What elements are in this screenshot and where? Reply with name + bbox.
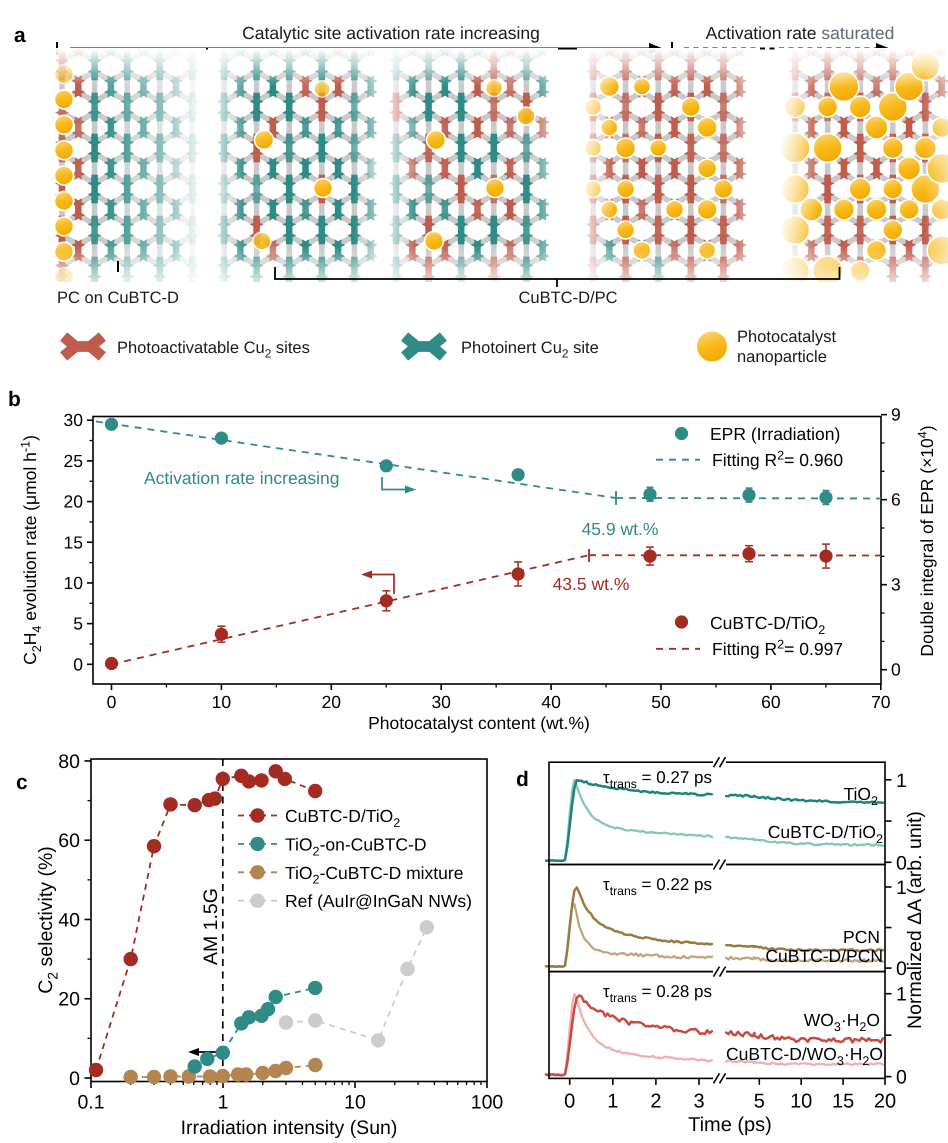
svg-text:1: 1 xyxy=(896,984,907,1006)
svg-text:100: 100 xyxy=(471,1092,504,1114)
svg-text:Activation rate saturated: Activation rate saturated xyxy=(706,23,895,43)
svg-text:10: 10 xyxy=(212,692,232,712)
svg-text:0.1: 0.1 xyxy=(77,1092,104,1114)
svg-text:9: 9 xyxy=(891,405,901,425)
svg-text:1: 1 xyxy=(896,770,907,792)
svg-text:30: 30 xyxy=(431,692,451,712)
svg-text:70: 70 xyxy=(871,692,891,712)
svg-text:b: b xyxy=(8,388,21,411)
svg-text:25: 25 xyxy=(64,451,83,471)
svg-text:30: 30 xyxy=(64,410,84,430)
svg-text:40: 40 xyxy=(58,910,80,932)
svg-text:Double integral of EPR (×104​): Double integral of EPR (×104​) xyxy=(915,425,937,656)
svg-text:CuBTC-D/TiO2​: CuBTC-D/TiO2​ xyxy=(285,806,400,830)
svg-text:15: 15 xyxy=(64,532,83,552)
svg-text:Normalized ΔA (arb. unit): Normalized ΔA (arb. unit) xyxy=(904,811,926,1029)
svg-text:Ref (AuIr@InGaN NWs): Ref (AuIr@InGaN NWs) xyxy=(285,891,472,911)
svg-text:a: a xyxy=(14,24,26,47)
svg-text:EPR (Irradiation): EPR (Irradiation) xyxy=(710,424,840,444)
svg-text:nanoparticle: nanoparticle xyxy=(737,348,827,366)
svg-text:d: d xyxy=(516,768,529,791)
svg-text:15: 15 xyxy=(832,1090,854,1112)
svg-text:3: 3 xyxy=(693,1090,704,1112)
svg-text:1: 1 xyxy=(607,1090,618,1112)
svg-text:10: 10 xyxy=(64,573,84,593)
svg-text:10: 10 xyxy=(344,1092,366,1114)
svg-text:Catalytic site activation rate: Catalytic site activation rate increasin… xyxy=(242,23,540,43)
svg-text:1: 1 xyxy=(218,1092,229,1114)
svg-text:5: 5 xyxy=(754,1090,765,1112)
svg-text:0: 0 xyxy=(896,852,907,874)
svg-text:Photoactivatable Cu2​ sites: Photoactivatable Cu2​ sites xyxy=(117,339,310,361)
svg-text:10: 10 xyxy=(790,1090,812,1112)
svg-text:20: 20 xyxy=(58,989,80,1011)
svg-text:0: 0 xyxy=(107,692,117,712)
svg-text:CuBTC-D/WO3​·H2​O: CuBTC-D/WO3​·H2​O xyxy=(726,1044,883,1068)
svg-text:AM 1.5G: AM 1.5G xyxy=(200,888,222,965)
svg-text:Fitting R2​= 0.997: Fitting R2​= 0.997 xyxy=(712,637,843,659)
svg-text:Time (ps): Time (ps) xyxy=(688,1114,772,1136)
svg-text:Fitting R2​= 0.960: Fitting R2​= 0.960 xyxy=(712,448,843,470)
svg-text:0: 0 xyxy=(896,958,907,980)
svg-text:1: 1 xyxy=(896,877,907,899)
svg-text:TiO2​-on-CuBTC-D: TiO2​-on-CuBTC-D xyxy=(285,834,427,858)
svg-text:0: 0 xyxy=(73,654,83,674)
svg-text:0: 0 xyxy=(69,1068,80,1090)
svg-text:6: 6 xyxy=(891,490,901,510)
svg-text:C2​H4​ evolution rate (μmol h-: C2​H4​ evolution rate (μmol h-1​) xyxy=(18,435,44,665)
svg-text:5: 5 xyxy=(73,614,83,634)
svg-text:0: 0 xyxy=(896,1067,907,1089)
svg-text:40: 40 xyxy=(541,692,561,712)
svg-text:CuBTC-D/PC: CuBTC-D/PC xyxy=(518,289,617,307)
svg-text:TiO2​: TiO2​ xyxy=(843,784,878,808)
svg-text:0: 0 xyxy=(564,1090,575,1112)
svg-text:TiO2​-CuBTC-D mixture: TiO2​-CuBTC-D mixture xyxy=(285,863,463,887)
svg-text:3: 3 xyxy=(891,575,901,595)
svg-text:20: 20 xyxy=(874,1090,896,1112)
svg-text:Photocatalyst content (wt.%): Photocatalyst content (wt.%) xyxy=(368,713,590,733)
svg-text:0: 0 xyxy=(891,660,901,680)
svg-text:20: 20 xyxy=(64,492,84,512)
svg-text:CuBTC-D/TiO2​: CuBTC-D/TiO2​ xyxy=(710,613,825,637)
svg-text:PCN: PCN xyxy=(843,927,880,947)
svg-text:50: 50 xyxy=(651,692,671,712)
svg-text:CuBTC-D/PCN: CuBTC-D/PCN xyxy=(765,946,883,966)
svg-text:c: c xyxy=(16,771,28,794)
svg-text:60: 60 xyxy=(58,830,80,852)
svg-text:80: 80 xyxy=(58,751,80,773)
svg-text:Photocatalyst: Photocatalyst xyxy=(737,328,836,346)
svg-text:Irradiation intensity (Sun): Irradiation intensity (Sun) xyxy=(181,1117,398,1139)
svg-text:2: 2 xyxy=(650,1090,661,1112)
svg-text:CuBTC-D/TiO2​: CuBTC-D/TiO2​ xyxy=(768,822,883,846)
svg-text:Activation rate increasing: Activation rate increasing xyxy=(144,468,340,488)
svg-text:C2​ selectivity (%): C2​ selectivity (%) xyxy=(35,846,61,994)
svg-text:20: 20 xyxy=(322,692,342,712)
svg-text:45.9 wt.%: 45.9 wt.% xyxy=(582,519,659,539)
svg-text:PC on CuBTC-D: PC on CuBTC-D xyxy=(57,289,179,307)
svg-text:60: 60 xyxy=(761,692,781,712)
svg-text:43.5 wt.%: 43.5 wt.% xyxy=(553,574,630,594)
